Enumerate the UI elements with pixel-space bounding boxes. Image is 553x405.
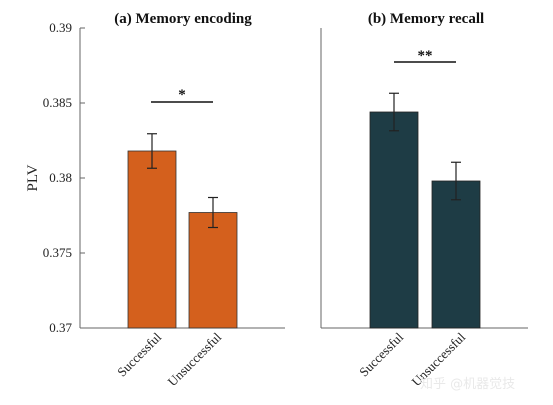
panel-b-bar-unsuccessful [431,180,481,329]
x-tick-label-unsuccessful: Unsuccessful [164,329,224,389]
y-tick-label: 0.39 [49,20,72,35]
panel-b: (b) Memory recall ** Successful Unsucces… [320,11,528,389]
panel-a: (a) Memory encoding PLV 0.37 0.375 0.38 … [25,11,285,389]
y-tick-label: 0.375 [43,245,72,260]
panel-b-significance-marker: ** [418,48,433,64]
panel-a-significance-marker: * [178,87,186,103]
panel-a-title: (a) Memory encoding [114,11,252,27]
panel-a-bar-successful [127,150,177,329]
panel-a-bar-unsuccessful [188,212,238,329]
panel-b-title: (b) Memory recall [368,11,484,27]
panel-b-errorbar-successful [389,92,399,132]
watermark: 知乎 @机器觉技 [420,376,515,392]
panel-b-bar-successful [369,111,419,329]
y-tick-label: 0.385 [43,95,72,110]
y-tick-label: 0.38 [49,170,72,185]
x-tick-label-successful: Successful [114,329,164,379]
y-tick-label: 0.37 [49,320,72,335]
panel-b-errorbar-unsuccessful [451,161,461,201]
y-axis-label: PLV [25,164,41,191]
x-tick-label-successful: Successful [356,329,406,379]
panel-a-errorbar-unsuccessful [208,196,218,229]
panel-a-errorbar-successful [147,133,157,169]
